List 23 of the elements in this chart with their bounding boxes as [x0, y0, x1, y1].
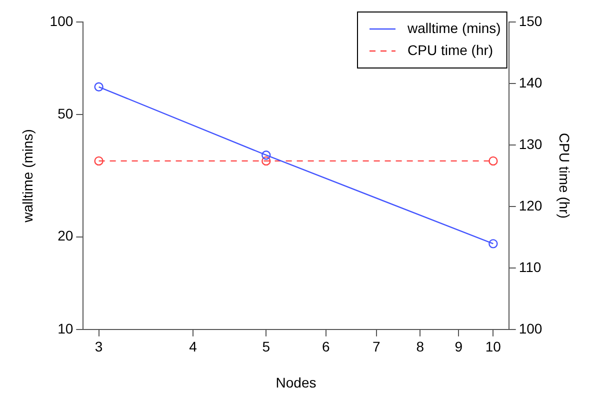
- x-tick-label: 6: [322, 338, 330, 355]
- y2-tick-label: 150: [518, 12, 542, 29]
- y2-tick-label: 110: [518, 258, 542, 275]
- y2-axis-title: CPU time (hr): [556, 132, 573, 218]
- y2-tick-label: 120: [518, 197, 542, 214]
- x-tick-label: 8: [416, 338, 424, 355]
- y-tick-label: 50: [58, 105, 74, 122]
- x-axis-title: Nodes: [276, 374, 316, 390]
- x-tick-label: 4: [189, 338, 198, 355]
- legend-label: CPU time (hr): [408, 42, 494, 58]
- y2-tick-label: 130: [518, 136, 542, 152]
- y-axis-title: walltime (mins): [19, 129, 36, 224]
- y2-tick-label: 100: [518, 320, 542, 336]
- legend-label: walltime (mins): [406, 20, 501, 36]
- y-tick-label: 10: [58, 320, 74, 336]
- y2-tick-label: 140: [518, 74, 542, 90]
- x-tick-label: 3: [94, 338, 103, 355]
- y-tick-label: 20: [58, 228, 74, 244]
- x-tick-label: 7: [372, 338, 380, 355]
- x-tick-label: 9: [454, 338, 463, 355]
- x-tick-label: 5: [262, 338, 270, 355]
- y-tick-label: 100: [50, 12, 74, 29]
- x-tick-label: 10: [485, 338, 502, 355]
